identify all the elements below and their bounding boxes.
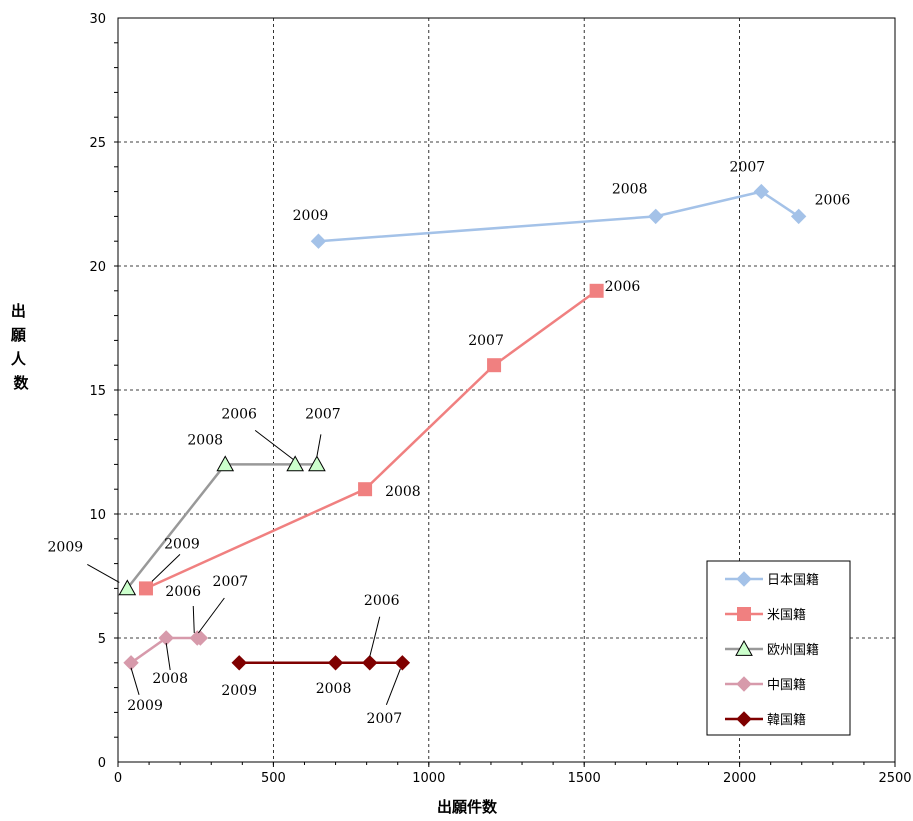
legend-item: 米国籍 (725, 607, 806, 623)
series-layer (118, 183, 807, 671)
leader-line (254, 430, 294, 460)
axes (114, 17, 896, 767)
legend-item: 中国籍 (725, 676, 806, 693)
year-label: 2006 (605, 279, 641, 295)
year-label: 2009 (127, 698, 163, 714)
data-point (216, 455, 235, 472)
legend-item: 韓国籍 (725, 711, 806, 728)
series-line (145, 289, 598, 590)
series-3 (123, 630, 209, 671)
year-label: 2007 (468, 333, 504, 349)
x-tick-label: 2500 (878, 771, 911, 786)
y-tick-label: 30 (89, 12, 106, 27)
legend-label: 中国籍 (767, 677, 806, 693)
leader-line (165, 642, 171, 671)
x-tick-label: 500 (261, 771, 286, 786)
legend-label: 韓国籍 (767, 712, 806, 728)
legend-label: 米国籍 (767, 607, 806, 623)
data-point (327, 655, 344, 671)
legend-marker (736, 571, 752, 587)
data-point (753, 183, 770, 200)
year-label: 2007 (367, 711, 403, 727)
year-label: 2008 (385, 484, 421, 500)
y-tick-label: 0 (98, 756, 106, 771)
y-axis-title: 出 願 人 数 (11, 302, 31, 392)
year-label: 2009 (293, 208, 329, 224)
legend-item: 欧州国籍 (725, 639, 819, 658)
series-2 (118, 455, 326, 596)
y-tick-label: 25 (89, 136, 106, 151)
x-tick-label: 1000 (412, 771, 445, 786)
series-line (318, 190, 800, 243)
leader-line (151, 554, 181, 582)
data-point (394, 655, 411, 671)
year-label: 2008 (612, 181, 648, 197)
series-0 (310, 183, 807, 249)
data-point (231, 655, 247, 671)
year-label: 2008 (316, 681, 352, 697)
year-label: 2008 (152, 671, 188, 687)
year-label: 2008 (187, 432, 223, 448)
legend-marker (736, 676, 752, 692)
y-axis-title-char-3: 人 (11, 350, 27, 368)
y-tick-label: 15 (89, 384, 106, 399)
data-point (138, 581, 153, 596)
data-point (123, 655, 139, 671)
year-label: 2007 (730, 160, 766, 176)
data-point (647, 208, 664, 225)
leader-line (385, 668, 401, 705)
x-tick-label: 2000 (723, 771, 756, 786)
y-axis-title-char-2: 願 (11, 326, 27, 344)
data-point (286, 455, 305, 472)
data-point (310, 233, 327, 249)
y-tick-label: 10 (89, 508, 106, 523)
data-point (192, 630, 209, 646)
year-label: 2007 (305, 406, 341, 422)
data-point (308, 455, 326, 472)
leader-line (87, 563, 120, 583)
series-4 (231, 655, 411, 671)
year-label: 2009 (164, 536, 200, 552)
year-label: 2006 (815, 192, 851, 208)
x-tick-label: 0 (114, 771, 122, 786)
leader-line (197, 597, 225, 634)
year-label: 2009 (48, 539, 84, 555)
series-1 (138, 283, 604, 596)
year-label: 2006 (165, 584, 201, 600)
legend-label: 日本国籍 (767, 572, 819, 588)
y-tick-label: 20 (89, 260, 106, 275)
data-point (487, 358, 502, 373)
leader-line (130, 667, 140, 695)
tick-labels: 0 500 1000 1500 2000 2500 0 5 10 15 20 25 30 (89, 12, 911, 786)
leader-line (369, 616, 381, 657)
data-point (362, 655, 378, 671)
series-line (126, 463, 317, 590)
y-axis-title-char-1: 出 (11, 302, 26, 320)
data-point (589, 283, 604, 298)
legend-label: 欧州国籍 (767, 642, 819, 658)
leader-line (316, 434, 322, 457)
legend-marker (736, 711, 752, 727)
leader-line (192, 605, 195, 634)
x-axis-title: 出願件数 (437, 798, 498, 816)
x-tick-label: 1500 (568, 771, 601, 786)
legend-marker (735, 639, 753, 656)
data-point (118, 579, 137, 596)
year-label: 2006 (364, 593, 400, 609)
year-label: 2009 (221, 683, 257, 699)
year-label: 2007 (213, 574, 249, 590)
legend-marker (737, 607, 751, 621)
year-labels: 2006 2007 2008 2009 2006 2007 2008 2009 2006 2007… (48, 160, 851, 727)
y-tick-label: 5 (98, 632, 106, 647)
legend-item: 日本国籍 (725, 571, 819, 588)
data-point (358, 482, 373, 497)
year-label: 2006 (221, 406, 257, 422)
y-axis-title-char-4: 数 (13, 374, 29, 392)
data-point (790, 208, 807, 225)
